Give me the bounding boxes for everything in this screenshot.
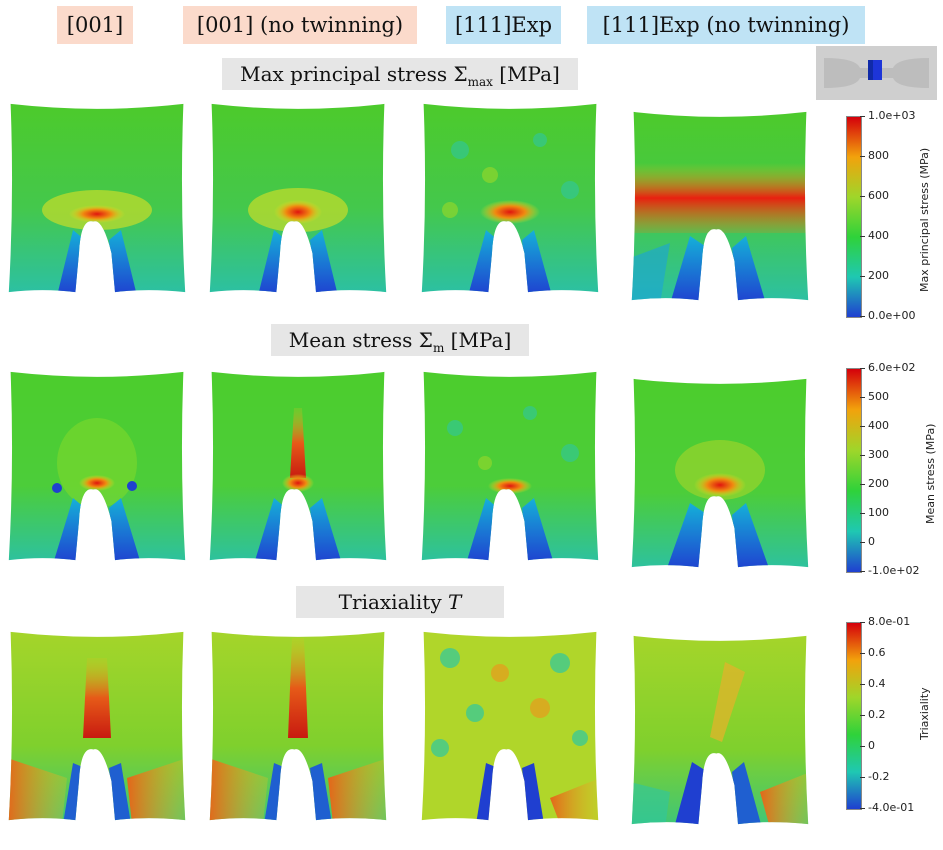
- colorbar-tick-label: 800: [868, 149, 889, 162]
- colorbar-tick-label: -0.2: [868, 770, 890, 783]
- contour-mean-stress-001: [7, 368, 187, 564]
- contour-triaxiality-111exp: [420, 628, 600, 824]
- row-title-text: Max principal stress Σ: [240, 62, 468, 86]
- row-title-subscript: max: [467, 75, 493, 89]
- colorbar-tick-label: 0.4: [868, 677, 886, 690]
- row-title-unit: T: [447, 590, 462, 614]
- colorbar-mean-stress: 6.0e+02 500 400 300 200 100 0 -1.0e+02 M…: [840, 361, 943, 596]
- contour-max-stress-111exp-no-twinning: [630, 108, 810, 304]
- colorbar-max-principal-stress: 1.0e+03 800 600 400 200 0.0e+00 Max prin…: [840, 109, 943, 342]
- colorbar-tick-label: 0: [868, 739, 875, 752]
- colorbar-tick-label: 600: [868, 189, 889, 202]
- colorbar-tick-label: 0.6: [868, 646, 886, 659]
- colorbar-title: Mean stress (MPa): [924, 423, 937, 524]
- colorbar-tick-label: 400: [868, 229, 889, 242]
- colorbar-gradient: [846, 368, 862, 573]
- contour-mean-stress-111exp-no-twinning: [630, 375, 810, 571]
- colorbar-tick-label: 400: [868, 419, 889, 432]
- colorbar-title: Max principal stress (MPa): [918, 147, 931, 292]
- row-title-text: Triaxiality: [338, 590, 448, 614]
- specimen-thumbnail-icon: [816, 46, 937, 100]
- colorbar-gradient: [846, 116, 862, 318]
- colorbar-tick-label: 6.0e+02: [868, 361, 916, 374]
- colorbar-tick-label: -4.0e-01: [868, 801, 915, 814]
- colorbar-tick-label: 8.0e-01: [868, 615, 911, 628]
- contour-mean-stress-001-no-twinning: [208, 368, 388, 564]
- colorbar-title: Triaxiality: [918, 687, 931, 740]
- row-title-subscript: m: [432, 341, 445, 355]
- row-title-unit: [MPa]: [444, 328, 512, 352]
- row-title-unit: [MPa]: [492, 62, 560, 86]
- contour-mean-stress-111exp: [420, 368, 600, 564]
- contour-triaxiality-111exp-no-twinning: [630, 632, 810, 828]
- contour-max-stress-001-no-twinning: [208, 100, 388, 296]
- colorbar-tick-label: 0.2: [868, 708, 886, 721]
- row-title-triaxiality: Triaxiality T: [296, 586, 504, 618]
- colorbar-tick-label: 1.0e+03: [868, 109, 916, 122]
- colorbar-tick-label: 200: [868, 477, 889, 490]
- colorbar-tick-label: 200: [868, 269, 889, 282]
- contour-max-stress-111exp: [420, 100, 600, 296]
- row-title-text: Mean stress Σ: [288, 328, 433, 352]
- contour-triaxiality-001: [7, 628, 187, 824]
- contour-triaxiality-001-no-twinning: [208, 628, 388, 824]
- column-header-001: [001]: [57, 6, 133, 44]
- colorbar-tick-label: 0.0e+00: [868, 309, 916, 322]
- colorbar-tick-label: 100: [868, 506, 889, 519]
- row-title-mean-stress: Mean stress Σm [MPa]: [271, 324, 529, 356]
- colorbar-gradient: [846, 622, 862, 810]
- colorbar-tick-label: 500: [868, 390, 889, 403]
- column-header-001-no-twinning: [001] (no twinning): [183, 6, 417, 44]
- column-header-111exp-no-twinning: [111]Exp (no twinning): [587, 6, 865, 44]
- colorbar-tick-label: 0: [868, 535, 875, 548]
- colorbar-tick-label: -1.0e+02: [868, 564, 920, 577]
- colorbar-triaxiality: 8.0e-01 0.6 0.4 0.2 0 -0.2 -4.0e-01 Tria…: [840, 615, 943, 850]
- column-header-111exp: [111]Exp: [446, 6, 561, 44]
- colorbar-tick-label: 300: [868, 448, 889, 461]
- row-title-max-principal-stress: Max principal stress Σmax [MPa]: [222, 58, 578, 90]
- contour-max-stress-001: [7, 100, 187, 296]
